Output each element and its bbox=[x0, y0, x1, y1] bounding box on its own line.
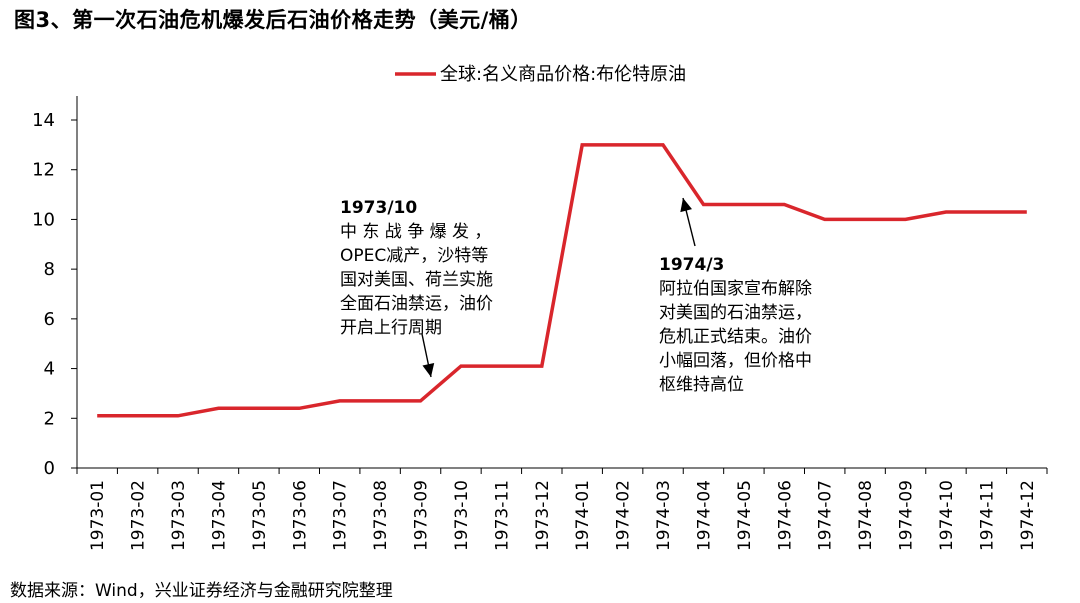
annotation: 1973/10 中 东 战 争 爆 发 ， OPEC减产，沙特等国对美国、荷兰实施全… bbox=[340, 198, 493, 378]
x-tick-label: 1973-04 bbox=[209, 480, 229, 551]
annotation-arrow-head bbox=[422, 363, 435, 377]
x-tick-label: 1973-11 bbox=[492, 480, 512, 551]
x-tick-label: 1974-11 bbox=[977, 480, 997, 551]
y-tick-label: 2 bbox=[44, 408, 55, 429]
x-tick-label: 1973-01 bbox=[88, 480, 108, 551]
x-tick-label: 1974-09 bbox=[897, 480, 917, 551]
chart-title: 图3、第一次石油危机爆发后石油价格走势（美元/桶） bbox=[14, 8, 532, 32]
series-line bbox=[97, 143, 1027, 418]
annotation-arrow-head bbox=[680, 198, 692, 213]
x-tick-label: 1974-12 bbox=[1018, 480, 1038, 551]
x-tick-label: 1974-06 bbox=[775, 480, 795, 551]
x-tick-label: 1974-02 bbox=[614, 480, 634, 551]
legend-label: 全球:名义商品价格:布伦特原油 bbox=[440, 64, 686, 85]
y-tick-label: 8 bbox=[44, 259, 55, 280]
x-tick-label: 1974-04 bbox=[694, 480, 714, 551]
y-tick-label: 6 bbox=[44, 309, 55, 330]
x-tick-label: 1973-09 bbox=[412, 480, 432, 551]
annotation-text: 国对美国、荷兰实施 bbox=[340, 270, 493, 290]
y-tick-label: 14 bbox=[32, 110, 55, 131]
annotation-text: 全面石油禁运，油价 bbox=[340, 294, 493, 314]
annotation-title: 1974/3 bbox=[659, 255, 724, 275]
source-note: 数据来源：Wind，兴业证券经济与金融研究院整理 bbox=[10, 581, 393, 601]
series-group bbox=[97, 143, 1027, 418]
x-tick-label: 1973-12 bbox=[533, 480, 553, 551]
annotation-title: 1973/10 bbox=[340, 198, 417, 218]
x-tick-label: 1973-02 bbox=[129, 480, 149, 551]
annotation-text: 枢维持高位 bbox=[659, 375, 744, 395]
annotations: 1973/10 中 东 战 争 爆 发 ， OPEC减产，沙特等国对美国、荷兰实施全… bbox=[340, 197, 812, 395]
x-tick-label: 1973-03 bbox=[169, 480, 189, 551]
x-tick-label: 1974-01 bbox=[573, 480, 593, 551]
x-tick-label: 1974-03 bbox=[654, 480, 674, 551]
x-tick-label: 1974-08 bbox=[856, 480, 876, 551]
x-tick-label: 1974-07 bbox=[816, 480, 836, 551]
x-tick-label: 1973-07 bbox=[331, 480, 351, 551]
annotation-text: 阿拉伯国家宣布解除 bbox=[659, 279, 812, 299]
annotation-text: 开启上行周期 bbox=[340, 318, 442, 338]
x-tick-label: 1973-05 bbox=[250, 480, 270, 551]
y-tick-label: 12 bbox=[32, 160, 55, 181]
x-tick-label: 1974-05 bbox=[735, 480, 755, 551]
x-tick-label: 1973-06 bbox=[290, 480, 310, 551]
x-tick-label: 1973-08 bbox=[371, 480, 391, 551]
x-tick-label: 1974-10 bbox=[937, 480, 957, 551]
annotation-text: 对美国的石油禁运， bbox=[659, 303, 812, 323]
annotation-text: 小幅回落，但价格中 bbox=[659, 351, 812, 371]
axes: 0 2 4 6 8 10 12 14 1973-01 1973-02 1973-03 1973-04 1… bbox=[32, 96, 1048, 551]
legend: 全球:名义商品价格:布伦特原油 bbox=[395, 64, 686, 85]
annotation-text: 中 东 战 争 爆 发 ， bbox=[340, 222, 491, 242]
y-tick-label: 0 bbox=[44, 458, 55, 479]
y-tick-label: 10 bbox=[32, 209, 55, 230]
x-tick-label: 1973-10 bbox=[452, 480, 472, 551]
annotation-text: OPEC减产，沙特等 bbox=[340, 246, 488, 266]
y-tick-label: 4 bbox=[44, 359, 55, 380]
annotation-text: 危机正式结束。油价 bbox=[659, 327, 812, 347]
